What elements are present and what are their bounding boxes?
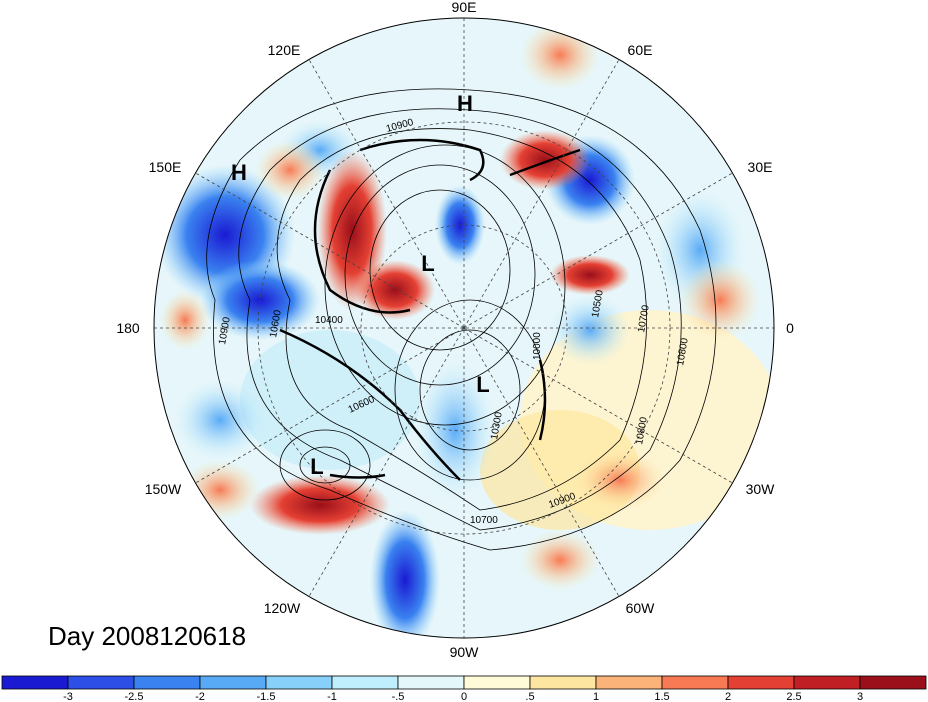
colorbar-box xyxy=(463,675,531,690)
lon-label-150E: 150E xyxy=(149,159,182,175)
contour-label: 10700 xyxy=(636,304,652,334)
colorbar-box xyxy=(199,675,267,690)
anomaly-shading xyxy=(154,18,774,638)
lon-label-90E: 90E xyxy=(452,0,477,15)
colorbar-tick-label: 1 xyxy=(593,691,599,702)
contour-label: 10900 xyxy=(217,316,233,346)
colorbar-tick-label: 2.5 xyxy=(786,691,801,702)
height-contours xyxy=(206,88,717,551)
lon-label-0: 0 xyxy=(786,320,794,336)
lon-label-60E: 60E xyxy=(628,42,653,58)
colorbar-tick-label: -2 xyxy=(195,691,205,702)
low-center-label: L xyxy=(476,372,489,397)
contour-label: 10800 xyxy=(675,337,691,367)
pressure-centers: H H L L L xyxy=(231,91,490,479)
colorbar-box xyxy=(793,675,861,690)
low-center-label: L xyxy=(310,454,323,479)
contour-label: 10700 xyxy=(470,515,498,526)
colorbar-box xyxy=(67,675,135,690)
contour-label: 10500 xyxy=(590,289,606,319)
lon-label-30E: 30E xyxy=(748,159,773,175)
colorbar-box xyxy=(595,675,663,690)
colorbar-tick-label: 1.5 xyxy=(654,691,669,702)
lon-label-120W: 120W xyxy=(264,600,301,616)
colorbar-tick-label: -1 xyxy=(327,691,337,702)
colorbar-box xyxy=(397,675,465,690)
map-boundary xyxy=(153,17,775,639)
colorbar-box xyxy=(133,675,201,690)
colorbar-box xyxy=(661,675,729,690)
contour-label: 10300 xyxy=(489,411,505,441)
colorbar: -3 -2.5 -2 -1.5 -1 -.5 0 .5 1 1.5 2 2.5 3 xyxy=(1,675,927,702)
longitude-labels: 90E 120E 60E 150E 30E 180 0 150W 30W 120… xyxy=(116,0,794,660)
colorbar-box xyxy=(727,675,795,690)
low-center-label: L xyxy=(421,251,434,276)
high-center-label: H xyxy=(457,91,473,116)
colorbar-box xyxy=(859,675,927,690)
colorbar-box xyxy=(265,675,333,690)
colorbar-tick-label: .5 xyxy=(525,691,534,702)
colorbar-tick-label: 2 xyxy=(725,691,731,702)
colorbar-tick-label: -.5 xyxy=(392,691,405,702)
lon-label-120E: 120E xyxy=(268,42,301,58)
colorbar-box xyxy=(529,675,597,690)
colorbar-tick-label: -1.5 xyxy=(257,691,276,702)
contour-label: 10600 xyxy=(268,309,284,339)
contour-label: 10800 xyxy=(634,416,650,446)
lon-label-60W: 60W xyxy=(626,600,656,616)
lon-label-150W: 150W xyxy=(145,481,182,497)
lon-label-30W: 30W xyxy=(746,481,776,497)
high-center-label: H xyxy=(231,160,247,185)
lon-label-90W: 90W xyxy=(450,644,480,660)
figure-title: Day 2008120618 xyxy=(48,621,246,651)
colorbar-tick-label: -2.5 xyxy=(125,691,144,702)
colorbar-box xyxy=(1,675,69,690)
colorbar-box xyxy=(331,675,399,690)
lon-label-180: 180 xyxy=(116,320,140,336)
contour-label: 10400 xyxy=(315,315,343,326)
colorbar-tick-label: -3 xyxy=(63,691,73,702)
contour-label: 10000 xyxy=(532,332,543,360)
colorbar-tick-labels: -3 -2.5 -2 -1.5 -1 -.5 0 .5 1 1.5 2 2.5 3 xyxy=(63,691,863,702)
graticule xyxy=(154,18,774,638)
colorbar-tick-label: 0 xyxy=(461,691,467,702)
colorbar-boxes xyxy=(1,675,927,690)
colorbar-tick-label: 3 xyxy=(857,691,863,702)
